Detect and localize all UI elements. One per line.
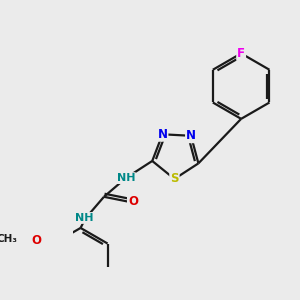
- Text: CH₃: CH₃: [0, 234, 18, 244]
- Text: N: N: [158, 128, 167, 141]
- Text: NH: NH: [75, 213, 94, 223]
- Text: O: O: [128, 195, 138, 208]
- Text: O: O: [32, 234, 41, 247]
- Text: S: S: [170, 172, 179, 185]
- Text: N: N: [186, 129, 196, 142]
- Text: NH: NH: [116, 173, 135, 183]
- Text: F: F: [237, 47, 245, 60]
